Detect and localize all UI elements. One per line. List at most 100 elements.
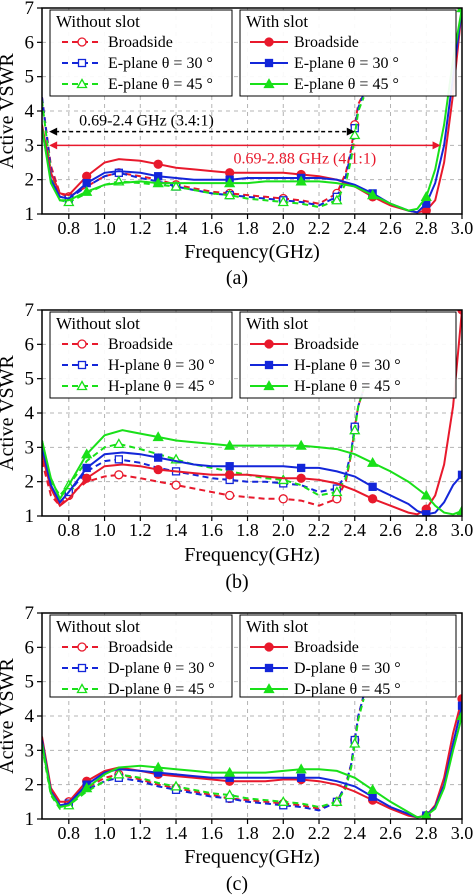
series-marker-green: [81, 448, 93, 459]
series-marker-green: [224, 189, 236, 200]
x-tick-label: 3.0: [451, 520, 474, 540]
series-marker-blue: [82, 178, 91, 188]
x-tick-label: 2.0: [272, 823, 295, 843]
legend-entry-label: Broadside: [108, 639, 173, 656]
legend-marker: [77, 37, 87, 47]
legend-entry-label: Broadside: [294, 639, 359, 656]
series-group: [42, 310, 462, 516]
y-axis-label: Active VSWR: [0, 52, 18, 168]
series-marker-green: [224, 789, 236, 800]
x-tick-label: 2.2: [308, 823, 331, 843]
legend-entry-label: D-plane θ = 30 °: [294, 660, 401, 677]
series-marker-green: [349, 129, 361, 140]
x-tick-label: 1.8: [236, 823, 259, 843]
x-tick-label: 1.0: [93, 520, 116, 540]
x-tick-label: 2.4: [344, 218, 367, 238]
annotation-arrowhead-left: [49, 141, 58, 150]
series-marker-red: [278, 494, 288, 504]
y-tick-label: 2: [25, 775, 35, 796]
legend-marker: [263, 683, 275, 694]
x-tick-label: 2.2: [308, 520, 331, 540]
x-tick-label: 2.6: [379, 520, 402, 540]
x-tick-label: 1.8: [236, 520, 259, 540]
y-tick-label: 1: [25, 506, 35, 527]
series-marker-red: [367, 494, 378, 504]
x-tick-label: 1.4: [165, 823, 188, 843]
legend-marker: [264, 339, 274, 349]
legend-marker: [77, 339, 87, 349]
legend-entry-label: Broadside: [294, 34, 359, 51]
y-tick-label: 4: [25, 101, 35, 122]
x-axis-label: Frequency(GHz): [184, 846, 320, 868]
series-marker-green: [331, 194, 343, 205]
series-marker-green: [277, 196, 289, 207]
series-marker-blue: [422, 510, 431, 516]
x-axis-label: Frequency(GHz): [184, 544, 320, 566]
series-line-blue-with-slot: [42, 447, 462, 516]
y-tick-label: 4: [25, 706, 35, 727]
series-marker-green: [170, 780, 182, 791]
series-marker-green: [224, 177, 236, 188]
series-marker-blue: [368, 482, 377, 491]
y-tick-label: 7: [25, 0, 35, 19]
x-tick-label: 1.8: [236, 218, 259, 238]
x-tick-label: 2.0: [272, 520, 295, 540]
bandwidth-annotations: 0.69-2.4 GHz (3.4:1) 0.69-2.88 GHz (4.1:1…: [49, 113, 441, 167]
series-marker-green: [367, 189, 379, 200]
series-line-blue-without-slot: [42, 388, 365, 504]
series-line-green-with-slot: [42, 8, 462, 212]
y-tick-label: 1: [25, 204, 35, 225]
series-marker-red: [82, 473, 92, 483]
legend-box-with-slot: [239, 9, 457, 97]
x-tick-label: 1.0: [93, 823, 116, 843]
x-tick-label: 2.0: [272, 218, 295, 238]
legend-title-without-slot: Without slot: [56, 314, 140, 333]
series-group: [42, 8, 462, 214]
series-marker-green: [295, 175, 307, 186]
x-tick-label: 1.6: [201, 823, 224, 843]
y-tick-label: 5: [25, 672, 35, 693]
annotation-arrowhead-right: [432, 141, 441, 150]
x-tick-label: 1.0: [93, 218, 116, 238]
series-line-blue-without-slot: [42, 695, 365, 812]
legend-entry-label: E-plane θ = 45 °: [294, 76, 399, 93]
legend-marker: [77, 360, 87, 370]
x-tick-label: 1.2: [129, 823, 152, 843]
series-marker-green: [113, 768, 125, 779]
legend-entry-label: Broadside: [108, 336, 173, 353]
series-line-red-with-slot: [42, 8, 462, 214]
series-marker-green: [367, 456, 379, 467]
series-marker-blue: [114, 455, 124, 464]
x-tick-label: 2.8: [415, 823, 438, 843]
series-marker-green: [81, 782, 93, 793]
series-marker-green: [420, 191, 432, 201]
x-tick-label: 1.6: [201, 520, 224, 540]
legend-box-with-slot: [239, 614, 457, 698]
annotation-label: 0.69-2.88 GHz (4.1:1): [234, 150, 377, 167]
y-tick-label: 6: [25, 334, 35, 355]
series-marker-red: [296, 473, 306, 483]
y-tick-label: 5: [25, 67, 35, 88]
series-marker-green: [456, 710, 462, 721]
x-tick-label: 0.8: [58, 218, 81, 238]
panel-label: (c): [226, 873, 248, 895]
panel-label: (a): [226, 267, 248, 289]
legend-box-without-slot: [49, 614, 233, 698]
legend: Without slot With slot Broadside D-plane θ …: [49, 614, 457, 698]
y-tick-label: 2: [25, 170, 35, 191]
series-marker-red: [171, 480, 181, 490]
y-tick-label: 4: [25, 403, 35, 424]
series-marker-green: [170, 180, 182, 191]
series-marker-green: [81, 185, 93, 196]
series-marker-green: [295, 763, 307, 774]
legend-marker: [76, 380, 88, 391]
series-marker-green: [331, 796, 343, 806]
y-tick-label: 5: [25, 369, 35, 390]
legend-entry-label: H-plane θ = 30 °: [294, 357, 401, 374]
series-marker-green: [152, 761, 164, 772]
series-marker-green: [331, 486, 343, 497]
y-tick-label: 3: [25, 135, 35, 156]
series-marker-blue: [457, 701, 462, 710]
chart-panel-3: 0.8 1.0 1.2 1.4 1.6 1.8 2.0 2.2 2.4 2.6 2.8 3.0 1 2 3 4…: [0, 603, 473, 895]
